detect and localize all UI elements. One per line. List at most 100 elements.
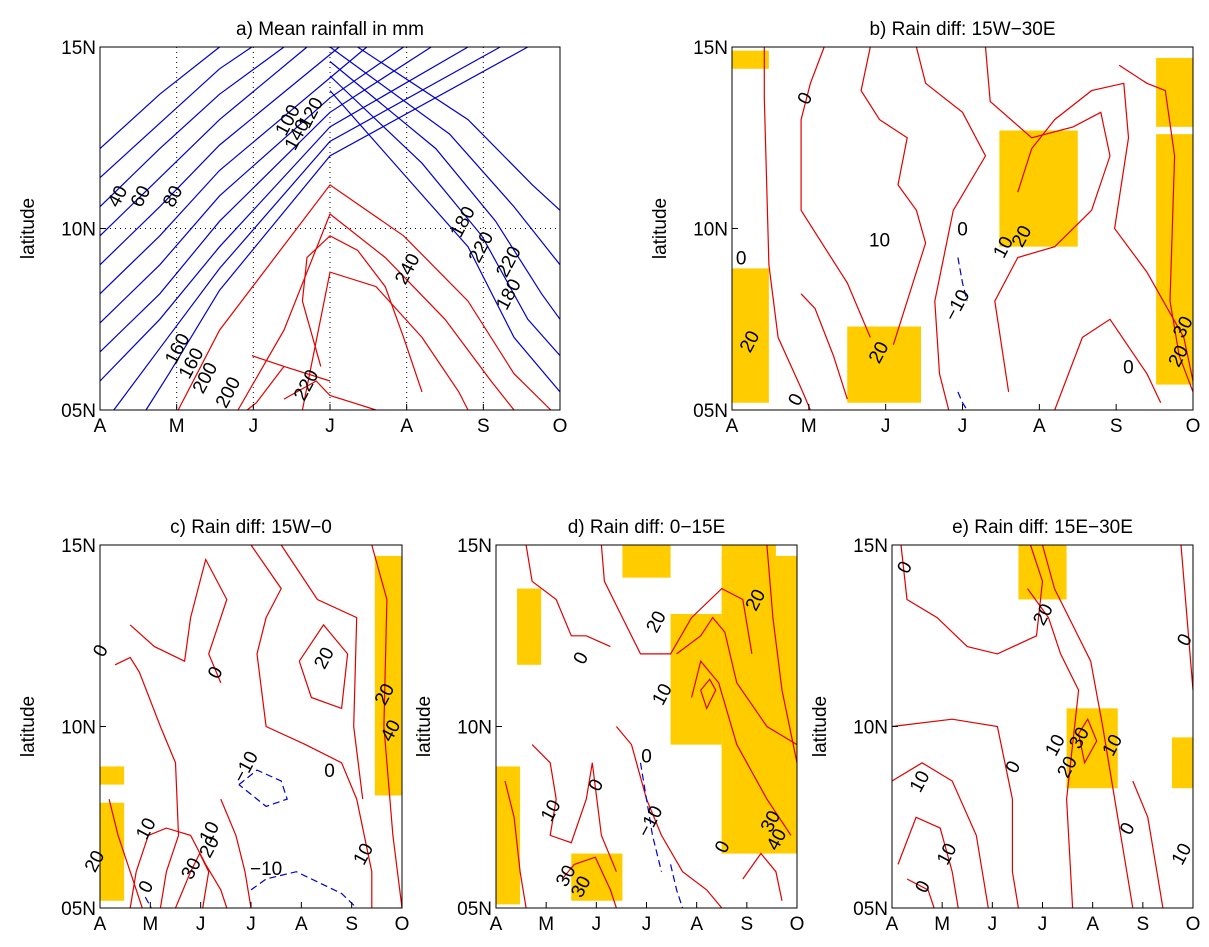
contour-line [220,798,252,909]
contour-line [298,623,349,710]
contour-line [129,557,228,684]
negative-contour [957,257,968,302]
contour-line [129,827,228,909]
contour-line [906,878,935,909]
x-tick-label: A [490,914,503,935]
panel-c: c) Rain diff: 15W−0 05N 10N 15N A M J J A S Olatit… [18,517,409,935]
x-tick-label: M [801,416,817,437]
contour-label: 0 [324,761,335,782]
contour-line [174,852,210,909]
contour-line [561,856,617,909]
negative-contour [99,46,285,208]
y-tick-label: 15N [61,536,96,557]
contour-line [1054,318,1162,411]
negative-contour [145,46,529,411]
contour-line [691,659,792,836]
contour-line [1017,82,1194,382]
negative-contour [99,46,368,295]
negative-contour [113,46,501,411]
y-axis-label: latitude [414,696,435,757]
contour-line [891,762,989,909]
x-tick-label: J [196,914,206,935]
x-tick-label: A [295,914,308,935]
y-tick-label: 05N [853,899,888,920]
contour-line [283,380,377,411]
contour-line [301,271,469,411]
x-tick-label: S [1136,914,1149,935]
negative-contour [238,769,288,808]
negative-contour [329,90,561,393]
x-tick-label: J [325,416,335,437]
x-tick-label: S [477,416,490,437]
negative-contour [99,46,253,179]
negative-contour [99,46,308,237]
x-tick-label: J [642,914,652,935]
x-tick-label: J [592,914,602,935]
negative-contour [357,46,561,211]
negative-contour [670,864,684,909]
panel-title: d) Rain diff: 0−15E [568,517,726,538]
x-tick-label: A [94,416,107,437]
x-tick-label: O [1186,416,1201,437]
x-tick-label: S [345,914,358,935]
contour-line [700,678,717,710]
negative-contour [329,46,561,266]
panel-b: b) Rain diff: 15W−30E 05N 10N 15N A M J J A S Olat… [650,19,1200,437]
panel-title: a) Mean rainfall in mm [236,19,424,40]
contour-line [860,46,927,345]
significance-shade [374,555,402,796]
contour-line [1078,717,1098,765]
contour-line [891,718,1019,909]
x-tick-label: J [988,914,998,935]
negative-contour [639,762,663,872]
contour-line [280,544,364,800]
contour-label: 0 [736,249,747,270]
y-tick-label: 15N [693,38,728,59]
contour-line [1027,588,1080,909]
contour-line [504,780,527,909]
contour-line [1132,780,1164,909]
negative-contour [329,75,561,356]
x-tick-label: M [538,914,554,935]
contour-line [615,726,723,909]
y-tick-label: 05N [457,899,492,920]
negative-contour [99,46,404,324]
negative-contour [144,896,152,909]
contour-line [897,816,959,909]
contour-line [177,184,552,411]
y-tick-label: 10N [61,718,96,739]
contour-line [766,544,798,763]
x-tick-label: S [1110,416,1123,437]
x-tick-label: O [553,416,568,437]
contour-line [900,544,1044,655]
panel-title: e) Rain diff: 15E−30E [952,517,1133,538]
x-tick-label: A [1033,416,1046,437]
significance-shade [517,588,542,665]
significance-shade [1018,545,1067,600]
y-axis-label: latitude [810,696,831,757]
significance-shade [732,50,769,69]
x-tick-label: J [249,416,259,437]
significance-shade [847,326,922,403]
panel-title: b) Rain diff: 15W−30E [869,19,1055,40]
significance-shade [100,802,125,901]
x-tick-label: J [881,416,891,437]
y-tick-label: 10N [853,718,888,739]
negative-contour [99,46,469,382]
x-tick-label: J [1038,914,1048,935]
contour-line [600,544,753,655]
panel-a: a) Mean rainfall in mm 05N 10N 15N A M J J A S Ola… [18,19,567,437]
x-tick-label: A [94,914,107,935]
y-tick-label: 10N [61,220,96,241]
contour-line [237,213,515,411]
x-tick-label: O [395,914,410,935]
x-tick-label: M [934,914,950,935]
y-tick-label: 10N [457,718,492,739]
x-tick-label: J [246,914,256,935]
significance-shade [999,130,1078,247]
x-tick-label: A [690,914,703,935]
x-tick-label: A [400,416,413,437]
negative-contour [99,46,340,266]
contour-line [676,616,798,746]
